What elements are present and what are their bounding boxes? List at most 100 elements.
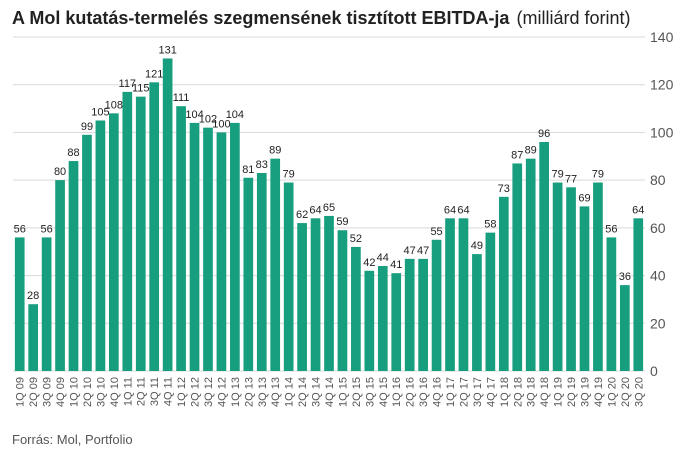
x-tick-label: 2Q 18 xyxy=(512,377,524,407)
data-label: 88 xyxy=(67,147,79,159)
y-tick-label: 140 xyxy=(650,29,674,45)
data-label: 65 xyxy=(323,202,335,214)
data-label: 96 xyxy=(538,128,550,140)
x-tick-label: 2Q 12 xyxy=(190,377,202,407)
bar xyxy=(418,258,428,371)
bar xyxy=(606,237,617,371)
x-tick-label: 4Q 17 xyxy=(485,377,497,407)
bar xyxy=(162,58,173,371)
data-label: 56 xyxy=(605,223,617,235)
x-tick-label: 4Q 09 xyxy=(55,377,67,407)
chart-title-main: A Mol kutatás-termelés szegmensének tisz… xyxy=(12,8,510,28)
bar xyxy=(391,273,402,371)
x-tick-label: 1Q 17 xyxy=(445,377,457,407)
data-label: 104 xyxy=(185,109,203,121)
bar xyxy=(28,304,39,371)
data-label: 64 xyxy=(309,204,321,216)
x-tick-label: 1Q 12 xyxy=(176,377,188,407)
data-label: 89 xyxy=(525,145,537,157)
data-label: 28 xyxy=(27,290,39,302)
x-tick-label: 3Q 18 xyxy=(526,377,538,407)
data-label: 79 xyxy=(551,169,563,181)
data-label: 108 xyxy=(105,99,123,111)
bar xyxy=(297,223,307,371)
data-label: 64 xyxy=(444,204,456,216)
data-label: 79 xyxy=(283,169,295,181)
y-tick-label: 40 xyxy=(650,268,666,284)
x-tick-label: 1Q 16 xyxy=(391,377,403,407)
bar xyxy=(525,158,536,371)
bar xyxy=(109,113,119,371)
x-tick-label: 1Q 19 xyxy=(553,377,565,407)
y-tick-label: 120 xyxy=(650,77,674,93)
bar xyxy=(256,172,267,371)
data-label: 56 xyxy=(40,223,52,235)
x-tick-label: 3Q 15 xyxy=(364,377,376,407)
data-label: 64 xyxy=(457,204,469,216)
data-label: 62 xyxy=(296,209,308,221)
data-label: 41 xyxy=(390,259,402,271)
x-tick-label: 2Q 20 xyxy=(620,377,632,407)
data-label: 52 xyxy=(350,233,362,245)
bar xyxy=(149,82,160,371)
bar xyxy=(337,230,348,371)
x-tick-label: 4Q 14 xyxy=(324,377,336,407)
data-label: 89 xyxy=(269,145,281,157)
data-label: 56 xyxy=(14,223,26,235)
bar xyxy=(593,182,603,371)
x-tick-label: 4Q 12 xyxy=(216,377,228,407)
data-label: 55 xyxy=(430,226,442,238)
y-tick-label: 20 xyxy=(650,315,666,331)
x-tick-label: 3Q 09 xyxy=(42,377,54,407)
source-note: Forrás: Mol, Portfolio xyxy=(12,432,133,447)
bar xyxy=(364,270,375,371)
x-tick-label: 2Q 11 xyxy=(136,377,148,406)
x-tick-label: 1Q 20 xyxy=(606,377,618,407)
bar xyxy=(230,122,240,371)
x-tick-label: 2Q 09 xyxy=(28,377,40,407)
x-tick-label: 2Q 19 xyxy=(566,377,578,407)
x-tick-label: 1Q 15 xyxy=(337,377,349,407)
bar xyxy=(351,246,361,371)
bar xyxy=(283,182,294,371)
x-tick-label: 1Q 11 xyxy=(122,377,134,406)
data-label: 104 xyxy=(226,109,244,121)
data-label: 100 xyxy=(212,118,230,130)
x-tick-label: 4Q 10 xyxy=(109,377,121,407)
data-label: 102 xyxy=(199,114,217,126)
data-label: 121 xyxy=(145,68,163,80)
bar xyxy=(95,120,106,371)
bar xyxy=(566,187,576,371)
x-tick-label: 3Q 10 xyxy=(95,377,107,407)
bar xyxy=(485,232,496,371)
x-tick-label: 3Q 13 xyxy=(257,377,269,407)
x-tick-label: 3Q 11 xyxy=(149,377,161,406)
data-label: 79 xyxy=(592,169,604,181)
data-label: 58 xyxy=(484,219,496,231)
x-tick-label: 3Q 14 xyxy=(311,377,323,407)
bar xyxy=(445,218,455,371)
data-label: 49 xyxy=(471,240,483,252)
data-label: 59 xyxy=(336,216,348,228)
x-tick-label: 2Q 17 xyxy=(458,377,470,407)
x-tick-label: 1Q 13 xyxy=(230,377,242,407)
data-label: 36 xyxy=(619,271,631,283)
bar xyxy=(431,239,442,371)
bar xyxy=(498,196,509,371)
x-tick-label: 4Q 13 xyxy=(270,377,282,407)
bar xyxy=(216,132,227,371)
data-label: 47 xyxy=(417,245,429,257)
bar xyxy=(135,96,146,372)
x-tick-label: 4Q 15 xyxy=(378,377,390,407)
y-tick-label: 100 xyxy=(650,124,674,140)
x-tick-label: 4Q 19 xyxy=(593,377,605,407)
data-label: 69 xyxy=(578,192,590,204)
bar xyxy=(579,206,590,371)
data-label: 111 xyxy=(173,92,190,104)
chart-title-unit: (milliárd forint) xyxy=(516,8,631,28)
data-label: 99 xyxy=(81,121,93,133)
bar xyxy=(243,177,254,371)
x-tick-label: 3Q 20 xyxy=(633,377,645,407)
x-tick-label: 3Q 16 xyxy=(418,377,430,407)
